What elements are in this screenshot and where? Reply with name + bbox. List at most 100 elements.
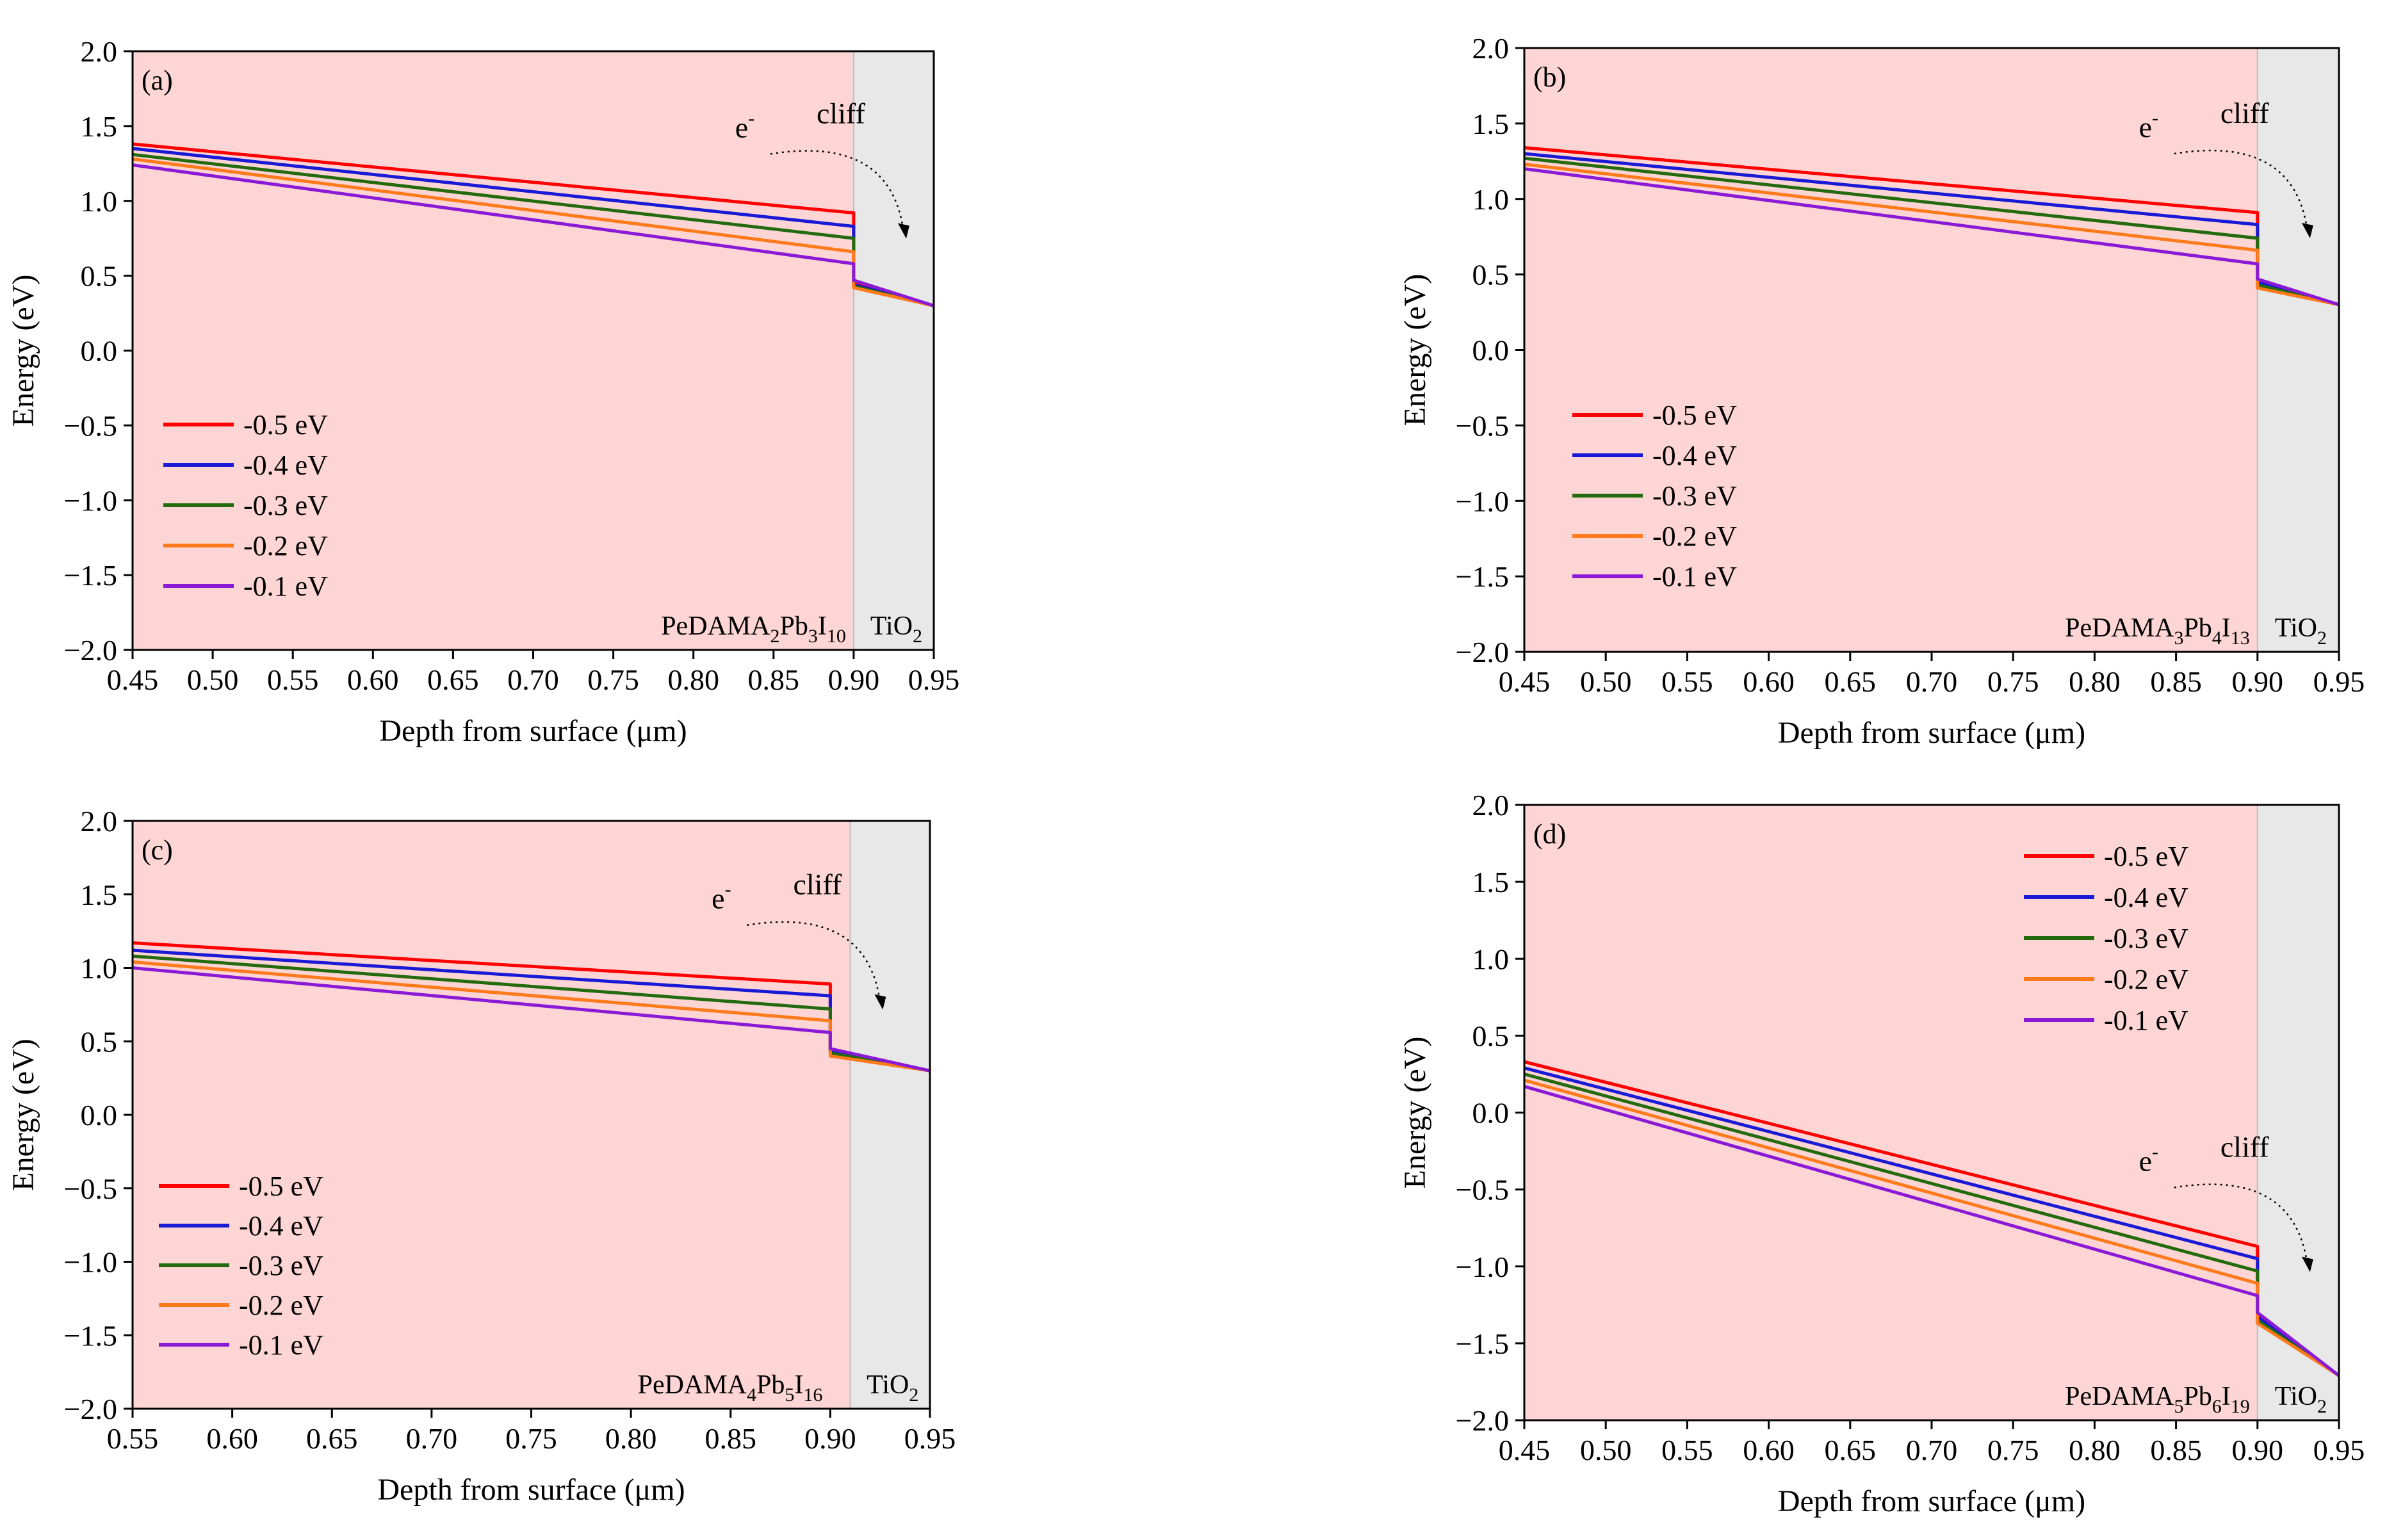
legend-label: -0.2 eV xyxy=(239,1290,323,1321)
legend-label: -0.2 eV xyxy=(1652,521,1737,552)
tio2-region xyxy=(2257,805,2339,1420)
y-tick-label: 1.5 xyxy=(1472,108,1510,140)
y-tick-label: −2.0 xyxy=(64,1393,117,1425)
legend-label: -0.1 eV xyxy=(239,1329,323,1361)
legend-label: -0.3 eV xyxy=(243,490,328,521)
y-tick-label: 2.0 xyxy=(81,805,118,838)
cliff-arrow xyxy=(770,150,905,232)
y-tick-label: −2.0 xyxy=(64,634,117,667)
tio2-label: TiO2 xyxy=(2275,1382,2327,1417)
y-tick-label: −0.5 xyxy=(64,409,117,442)
carrier-label: e- xyxy=(735,108,754,143)
x-tick-label: 0.75 xyxy=(587,663,639,696)
y-tick-label: 0.5 xyxy=(1472,259,1510,291)
legend-label: -0.1 eV xyxy=(243,571,328,602)
x-tick-label: 0.55 xyxy=(1661,665,1713,698)
y-tick-label: 1.0 xyxy=(81,185,118,218)
tio2-region xyxy=(850,821,930,1409)
x-tick-label: 0.60 xyxy=(1743,665,1795,698)
y-tick-label: 0.5 xyxy=(81,260,118,293)
material-label: PeDAMA3Pb4I13 xyxy=(2065,613,2250,649)
legend-label: -0.5 eV xyxy=(243,409,328,441)
y-tick-label: 0.5 xyxy=(81,1025,118,1058)
x-tick-label: 0.70 xyxy=(1906,665,1958,698)
x-tick-label: 0.85 xyxy=(2150,665,2202,698)
y-tick-label: 0.0 xyxy=(81,335,118,368)
legend-label: -0.4 eV xyxy=(243,450,328,481)
y-tick-label: 1.0 xyxy=(1472,943,1510,975)
x-tick-label: 0.45 xyxy=(107,663,159,696)
x-tick-label: 0.90 xyxy=(828,663,880,696)
panel-d: 0.45 0.50 0.55 0.60 0.65 0.70 0.75 0.80 0.85 0.90… xyxy=(1398,789,2365,1518)
legend-label: -0.1 eV xyxy=(1652,561,1737,592)
legend-label: -0.5 eV xyxy=(1652,400,1737,431)
x-tick-label: 0.70 xyxy=(507,663,559,696)
x-axis-title: Depth from surface (μm) xyxy=(1778,716,2085,750)
legend-label: -0.3 eV xyxy=(239,1250,323,1281)
legend-label: -0.5 eV xyxy=(2104,841,2188,872)
x-tick-label: 0.80 xyxy=(2069,665,2121,698)
y-tick-label: 0.0 xyxy=(1472,334,1510,367)
legend-label: -0.4 eV xyxy=(1652,440,1737,471)
panel-c: 0.55 0.60 0.65 0.70 0.75 0.80 0.85 0.90 0.95 2.0 1… xyxy=(6,805,956,1507)
x-tick-label: 0.65 xyxy=(1825,665,1877,698)
panel-label: (a) xyxy=(142,65,173,96)
y-tick-label: 2.0 xyxy=(1472,32,1510,65)
x-axis-title: Depth from surface (μm) xyxy=(377,1473,685,1507)
panel-label: (b) xyxy=(1533,61,1566,93)
y-tick-label: 1.0 xyxy=(81,952,118,985)
material-label: PeDAMA4Pb5I16 xyxy=(638,1370,823,1406)
x-tick-label: 0.65 xyxy=(1825,1434,1877,1466)
y-tick-label: 0.0 xyxy=(1472,1097,1510,1130)
carrier-label: e- xyxy=(2139,108,2158,143)
material-label: PeDAMA5Pb6I19 xyxy=(2065,1382,2250,1417)
y-tick-label: 1.5 xyxy=(81,879,118,911)
y-tick-label: −2.0 xyxy=(1456,636,1509,669)
x-tick-label: 0.65 xyxy=(427,663,479,696)
panel-label: (d) xyxy=(1533,818,1566,850)
tio2-region xyxy=(2257,48,2339,652)
y-tick-label: 2.0 xyxy=(81,35,118,68)
legend-label: -0.4 eV xyxy=(2104,882,2188,913)
x-tick-label: 0.80 xyxy=(2069,1434,2121,1466)
x-tick-label: 0.75 xyxy=(1987,1434,2039,1466)
x-tick-label: 0.90 xyxy=(804,1422,856,1455)
x-tick-label: 0.90 xyxy=(2232,665,2284,698)
x-tick-label: 0.60 xyxy=(347,663,399,696)
legend-label: -0.2 eV xyxy=(2104,964,2188,995)
y-tick-label: −2.0 xyxy=(1456,1404,1509,1437)
series-line xyxy=(132,966,931,1073)
x-tick-label: 0.50 xyxy=(1580,1434,1632,1466)
cliff-arrow xyxy=(2174,149,2309,232)
material-label: PeDAMA2Pb3I10 xyxy=(661,612,846,647)
cliff-label: cliff xyxy=(2220,1131,2269,1163)
x-tick-label: 0.60 xyxy=(206,1422,258,1455)
y-tick-label: −1.0 xyxy=(64,484,117,517)
cliff-arrow xyxy=(2174,1183,2309,1266)
y-axis-title: Energy (eV) xyxy=(6,1039,40,1191)
x-tick-label: 0.80 xyxy=(605,1422,657,1455)
x-tick-label: 0.95 xyxy=(904,1422,956,1455)
y-tick-label: −1.0 xyxy=(1456,485,1509,517)
perovskite-region xyxy=(1524,48,2258,652)
tio2-label: TiO2 xyxy=(867,1370,918,1406)
arrow-head-icon xyxy=(897,223,909,239)
legend-label: -0.4 eV xyxy=(239,1210,323,1242)
x-tick-label: 0.75 xyxy=(505,1422,557,1455)
series-line xyxy=(132,163,934,307)
x-tick-label: 0.45 xyxy=(1499,1434,1551,1466)
x-tick-label: 0.90 xyxy=(2232,1434,2284,1466)
tio2-label: TiO2 xyxy=(870,612,922,647)
y-tick-label: −0.5 xyxy=(1456,1174,1509,1206)
arrow-head-icon xyxy=(2301,222,2313,238)
x-tick-label: 0.70 xyxy=(406,1422,458,1455)
x-tick-label: 0.55 xyxy=(267,663,319,696)
legend-label: -0.2 eV xyxy=(243,530,328,562)
x-tick-label: 0.95 xyxy=(908,663,960,696)
cliff-label: cliff xyxy=(2220,97,2269,129)
cliff-label: cliff xyxy=(793,868,842,901)
x-tick-label: 0.45 xyxy=(1499,665,1551,698)
y-tick-label: −1.5 xyxy=(1456,1327,1509,1360)
x-tick-label: 0.60 xyxy=(1743,1434,1795,1466)
